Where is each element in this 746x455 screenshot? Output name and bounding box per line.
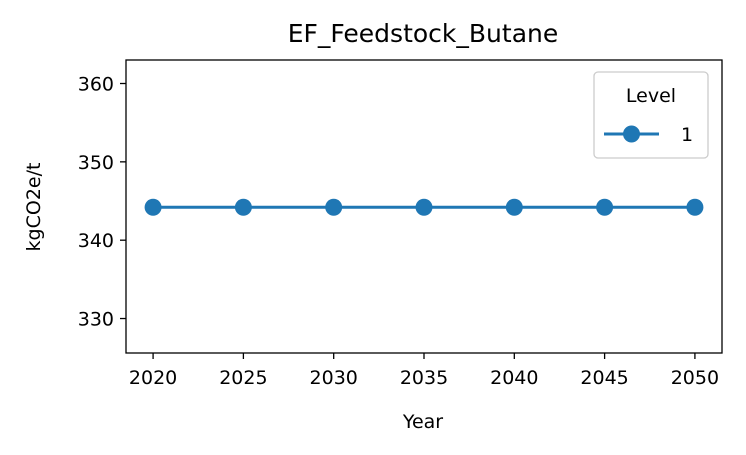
legend-series-label: 1 xyxy=(681,124,693,146)
x-tick-label: 2045 xyxy=(580,367,628,389)
data-point-marker xyxy=(686,198,704,216)
x-tick-label: 2035 xyxy=(400,367,448,389)
x-axis: 2020 2025 2030 2035 2040 2045 2050 xyxy=(129,353,719,389)
data-point-marker xyxy=(415,198,433,216)
data-point-marker xyxy=(144,198,162,216)
x-tick-label: 2025 xyxy=(219,367,267,389)
legend-title: Level xyxy=(626,85,676,107)
y-axis: 330 340 350 360 xyxy=(78,74,126,331)
x-tick-label: 2020 xyxy=(129,367,177,389)
x-tick-label: 2030 xyxy=(310,367,358,389)
y-tick-label: 340 xyxy=(78,230,114,252)
data-point-marker xyxy=(234,198,252,216)
y-tick-label: 360 xyxy=(78,74,114,96)
x-tick-label: 2040 xyxy=(490,367,538,389)
data-point-marker xyxy=(325,198,343,216)
y-axis-label: kgCO2e/t xyxy=(23,163,45,252)
y-tick-label: 350 xyxy=(78,152,114,174)
chart-title: EF_Feedstock_Butane xyxy=(288,19,559,48)
x-axis-label: Year xyxy=(402,411,443,433)
legend-marker-swatch xyxy=(623,125,640,143)
legend: Level 1 xyxy=(593,71,709,159)
data-point-marker xyxy=(596,198,614,216)
data-point-marker xyxy=(505,198,523,216)
y-tick-label: 330 xyxy=(78,309,114,331)
x-tick-label: 2050 xyxy=(671,367,719,389)
legend-box xyxy=(593,71,709,159)
series-layer xyxy=(144,198,704,216)
